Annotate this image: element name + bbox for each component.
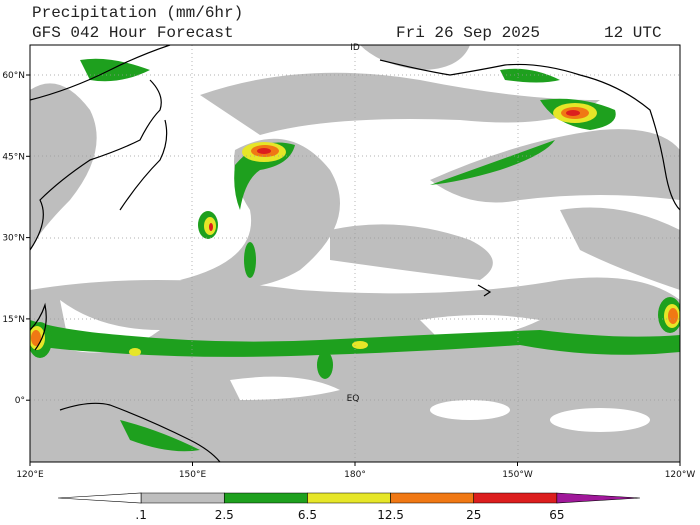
lat-label: 45°N (2, 152, 25, 162)
lat-label: 0° (15, 396, 25, 406)
lon-label: 150°W (502, 470, 533, 480)
date: Fri 26 Sep 2025 (396, 24, 540, 42)
graticule (30, 45, 680, 462)
colorbar-label: 25 (466, 508, 481, 522)
colorbar-segment (140, 492, 225, 504)
lon-label: 180° (344, 470, 366, 480)
lon-label: 120°E (16, 470, 44, 480)
time: 12 UTC (604, 24, 662, 42)
lat-label: 15°N (2, 315, 25, 325)
lon-label: 150°E (179, 470, 207, 480)
colorbar-segment (57, 492, 142, 504)
colorbar-label: .1 (135, 508, 146, 522)
map-marker: ID (350, 43, 360, 53)
colorbar-segment (556, 492, 641, 504)
colorbar-label: 2.5 (215, 508, 234, 522)
title: Precipitation (mm/6hr) (32, 4, 243, 22)
precip-field (30, 45, 680, 462)
colorbar-segment (307, 492, 391, 504)
coastlines (30, 45, 680, 462)
lat-label: 30°N (2, 234, 25, 244)
map-marker: EQ (347, 394, 360, 404)
colorbar-label: 65 (549, 508, 564, 522)
colorbar-segment (473, 492, 558, 504)
lat-label: 60°N (2, 71, 25, 81)
extreme-precip (209, 110, 580, 231)
colorbar-segment (390, 492, 475, 504)
colorbar-segment (223, 492, 308, 504)
colorbar-label: 6.5 (298, 508, 317, 522)
lon-label: 120°W (665, 470, 696, 480)
colorbar-label: 12.5 (377, 508, 404, 522)
subtitle: GFS 042 Hour Forecast (32, 24, 234, 42)
